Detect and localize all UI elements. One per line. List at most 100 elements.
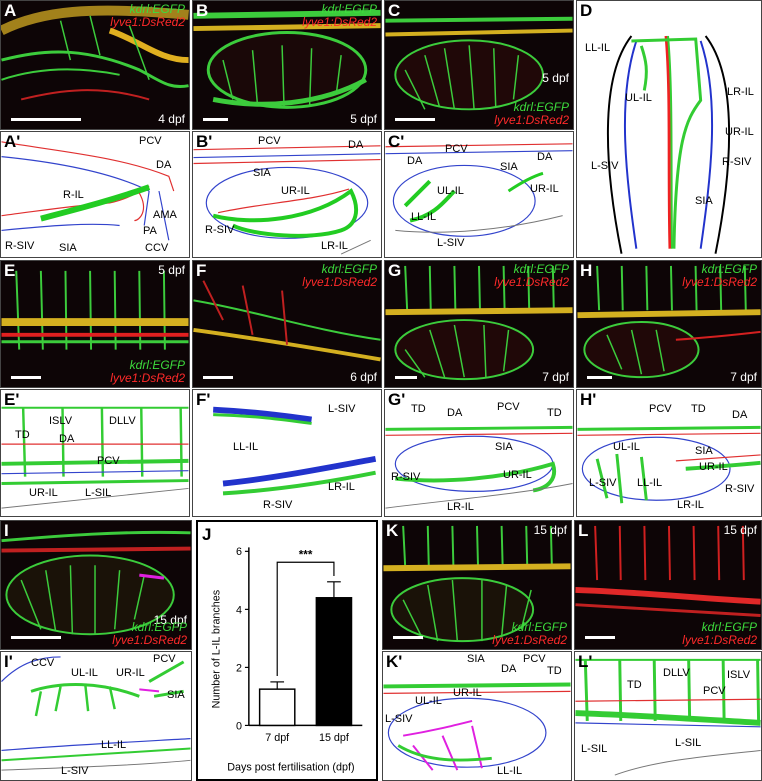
annotation: LR-IL [328,481,355,493]
panel-b-vessels [193,9,381,109]
red-channel-label: lyve1:DsRed2 [112,633,187,647]
channel-legend: kdrl:EGFP lyve1:DsRed2 [302,3,377,29]
red-channel-label: lyve1:DsRed2 [110,371,185,385]
panel-c-vessels [385,16,573,111]
annotation: R-SIV [5,240,35,252]
scale-bar [203,376,233,379]
annotation: LL-IL [637,477,663,489]
green-channel-label: kdrl:EGFP [321,262,377,276]
x-tick-label: 15 dpf [319,732,349,744]
stage-label: 15 dpf [723,523,757,537]
panel-label: E [4,261,16,280]
panel-k-prime-diagram [383,682,571,771]
stage-label: 5 dpf [158,263,185,277]
annotation: L-SIL [581,743,608,755]
panel-h-micrograph: H kdrl:EGFP lyve1:DsRed2 7 dpf [576,260,762,388]
annotation: LL-IL [585,42,611,54]
panel-i-vessels [1,530,191,636]
y-axis-label: Number of L-IL branches [211,590,223,709]
stage-label: 5 dpf [350,112,377,126]
red-channel-label: lyve1:DsRed2 [492,633,567,647]
annotation: PCV [258,135,281,147]
annotation: LR-IL [727,86,754,98]
panel-label: H' [580,390,597,409]
panel-e-micrograph: E 5 dpf kdrl:EGFP lyve1:DsRed2 [0,260,190,388]
annotation: R-SIV [263,499,293,511]
panel-label: I [4,521,9,540]
annotation: CCV [145,242,169,254]
panel-c-prime-schematic: C' DA PCV SIA DA UL-IL UR-IL LL-IL L-SIV [384,131,574,258]
y-tick-label: 0 [236,720,242,732]
annotation: L-SIV [385,713,413,725]
annotation: SIA [59,242,77,254]
annotation: PA [143,225,157,237]
annotation: L-SIL [675,737,702,749]
panel-l-prime-diagram [575,658,761,776]
panel-l-prime-schematic: L' TD DLLV ISLV PCV L-SIL L-SIL [574,651,762,781]
annotation: UL-IL [71,667,98,679]
red-channel-label: lyve1:DsRed2 [302,15,377,29]
panel-f-micrograph: F kdrl:EGFP lyve1:DsRed2 6 dpf [192,260,382,388]
panel-label: C' [388,132,405,151]
panel-a-prime-diagram [1,141,175,241]
bar [258,688,296,727]
annotation: TD [547,407,562,419]
annotation: SIA [695,445,713,457]
green-channel-label: kdrl:EGFP [511,620,567,634]
panel-label: H [580,261,593,280]
panel-h-vessels [577,265,761,379]
annotation: LL-IL [233,441,259,453]
y-tick-label: 6 [236,546,242,558]
annotation: SIA [167,689,185,701]
stage-label: 5 dpf [542,71,569,85]
scale-bar [585,636,615,639]
annotation: SIA [253,167,271,179]
annotation: LL-IL [497,765,523,777]
annotation: UR-IL [699,461,728,473]
panel-l-vessels [575,525,761,617]
annotation: DLLV [109,415,136,427]
annotation: ISLV [727,669,751,681]
panel-label: F [196,261,207,280]
annotation: UL-IL [415,695,442,707]
y-tick-label: 2 [236,662,242,674]
channel-legend: kdrl:EGFP lyve1:DsRed2 [682,263,757,289]
channel-legend: kdrl:EGFP lyve1:DsRed2 [492,621,567,647]
channel-legend: kdrl:EGFP lyve1:DsRed2 [110,3,185,29]
annotation: TD [15,429,30,441]
red-channel-label: lyve1:DsRed2 [494,113,569,127]
annotation: UL-IL [625,92,652,104]
panel-label: I' [4,652,13,671]
annotation: R-SIV [205,224,235,236]
channel-legend: kdrl:EGFP lyve1:DsRed2 [302,263,377,289]
stage-label: 7 dpf [542,370,569,384]
panel-g-vessels [385,265,573,381]
panel-label: K [386,521,399,540]
annotation: L-SIL [85,487,112,499]
annotation: LR-IL [321,240,348,252]
annotation: DA [732,409,748,421]
annotation: L-SIV [328,403,356,415]
channel-legend: kdrl:EGFP lyve1:DsRed2 [494,101,569,127]
stage-label: 7 dpf [730,370,757,384]
stage-label: 15 dpf [533,523,567,537]
annotation: TD [411,403,426,415]
annotation: DA [537,151,553,163]
annotation: R-IL [63,189,84,201]
annotation: DA [407,155,423,167]
annotation: PCV [153,653,176,665]
annotation: ISLV [49,415,73,427]
scale-bar [587,376,612,379]
scale-bar [393,636,423,639]
panel-d-diagram [606,35,731,254]
annotation: UR-IL [453,687,482,699]
significance-bracket [276,561,335,677]
panel-k-vessels [383,525,571,643]
panel-label: A [4,1,17,20]
annotation: PCV [649,403,672,415]
panel-g-prime-diagram [385,425,573,509]
red-channel-label: lyve1:DsRed2 [494,275,569,289]
panel-h-prime-diagram [577,425,761,504]
panel-label: D [580,1,593,20]
panel-b-prime-diagram [193,145,381,255]
